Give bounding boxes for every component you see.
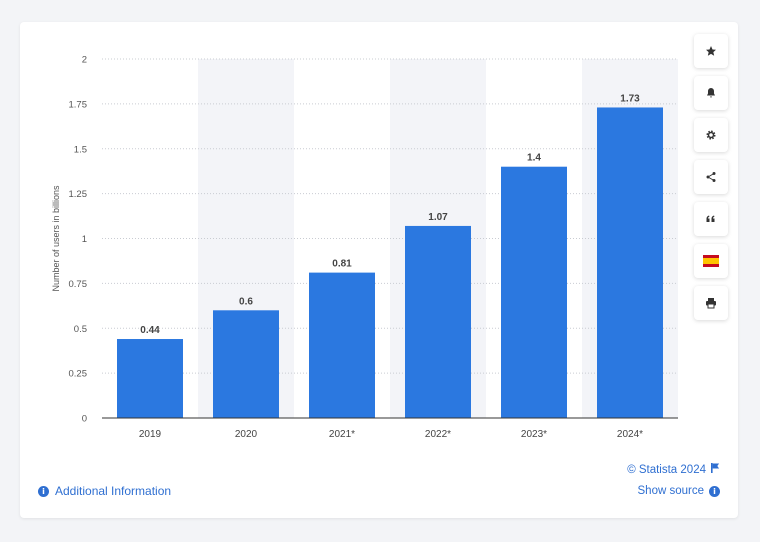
bar-value-label: 1.07: [428, 212, 448, 223]
copyright-label: © Statista 2024: [627, 463, 706, 476]
star-button[interactable]: [694, 34, 728, 68]
y-tick-label: 1.25: [69, 189, 88, 200]
language-button[interactable]: [694, 244, 728, 278]
share-button[interactable]: [694, 160, 728, 194]
y-tick-label: 1: [82, 234, 87, 245]
bar[interactable]: [597, 107, 663, 418]
bar[interactable]: [309, 272, 375, 418]
print-button[interactable]: [694, 286, 728, 320]
notification-button[interactable]: [694, 76, 728, 110]
bar-value-label: 0.6: [239, 296, 253, 307]
x-tick-label: 2023*: [521, 429, 547, 440]
show-source-label: Show source: [637, 485, 704, 497]
info-icon: i: [709, 485, 720, 497]
flag-icon: [711, 463, 720, 476]
bar[interactable]: [501, 166, 567, 418]
y-tick-label: 1.5: [74, 144, 87, 155]
additional-information-link[interactable]: i Additional Information: [38, 484, 171, 498]
x-tick-label: 2022*: [425, 429, 451, 440]
bar-value-label: 1.73: [620, 93, 640, 104]
y-tick-label: 0.75: [69, 279, 88, 290]
y-axis-label: Number of users in billions: [51, 185, 61, 292]
print-icon: [705, 297, 717, 309]
y-tick-label: 0.5: [74, 324, 87, 335]
x-tick-label: 2021*: [329, 429, 355, 440]
x-tick-label: 2020: [235, 429, 258, 440]
star-icon: [705, 45, 717, 57]
statista-copyright[interactable]: © Statista 2024: [627, 463, 720, 476]
bar[interactable]: [117, 339, 183, 418]
x-tick-label: 2019: [139, 429, 162, 440]
y-tick-label: 0.25: [69, 369, 88, 380]
y-tick-label: 0: [82, 414, 87, 425]
bar[interactable]: [405, 225, 471, 418]
y-axis-ticks: 0 0.25 0.5 0.75 1 1.25 1.5 1.75 2: [69, 55, 88, 425]
bar-value-label: 0.44: [140, 325, 160, 336]
value-labels: 0.44 0.6 0.81 1.07 1.4 1.73: [140, 93, 640, 336]
cite-button[interactable]: [694, 202, 728, 236]
settings-button[interactable]: [694, 118, 728, 152]
bar-value-label: 0.81: [332, 259, 352, 270]
info-icon: i: [38, 485, 49, 497]
bar[interactable]: [213, 310, 279, 418]
additional-information-label: Additional Information: [55, 484, 172, 498]
gear-icon: [705, 129, 717, 141]
x-tick-label: 2024*: [617, 429, 643, 440]
share-icon: [705, 171, 717, 183]
bell-icon: [705, 87, 717, 99]
bars: [117, 107, 663, 418]
show-source-link[interactable]: Show source i: [638, 485, 720, 497]
quote-icon: [705, 213, 717, 225]
gridlines: [102, 58, 678, 374]
y-tick-label: 1.75: [69, 99, 88, 110]
flag-es-icon: [703, 255, 719, 267]
x-axis-labels: 2019 2020 2021* 2022* 2023* 2024*: [139, 429, 643, 440]
y-tick-label: 2: [82, 55, 87, 66]
bar-value-label: 1.4: [527, 153, 541, 164]
